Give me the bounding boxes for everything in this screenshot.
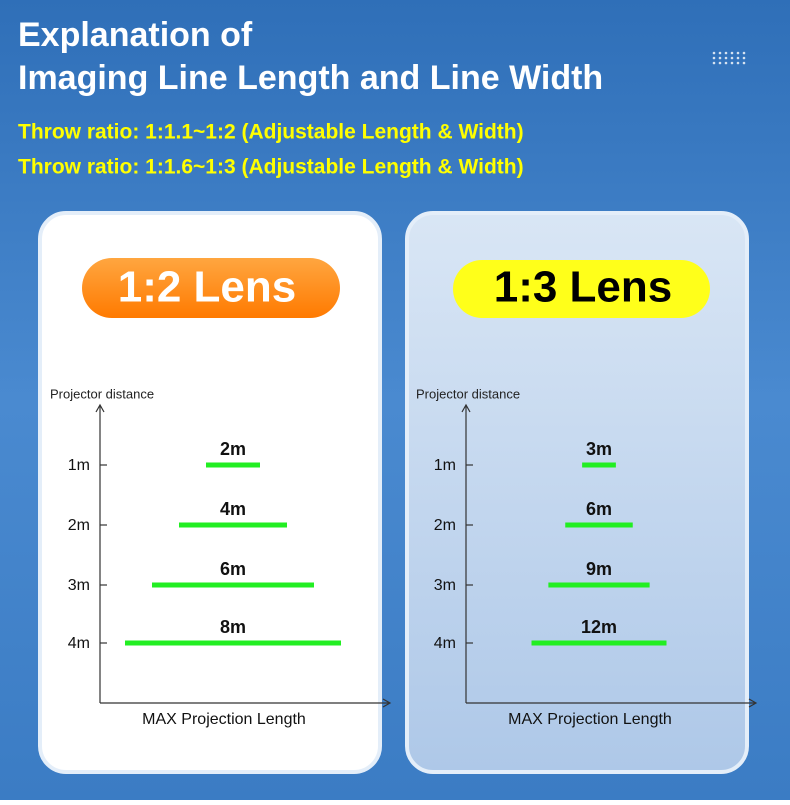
bar: [179, 522, 287, 528]
value-label: 9m: [586, 559, 612, 579]
y-tick-label: 4m: [434, 635, 456, 652]
value-label: 12m: [581, 617, 617, 637]
y-tick-label: 1m: [68, 457, 90, 474]
y-tick-label: 4m: [68, 635, 90, 652]
axis: [461, 403, 471, 703]
subtitle: Throw ratio: 1:1.6~1:3 (Adjustable Lengt…: [18, 156, 524, 179]
subtitle: Throw ratio: 1:1.1~1:2 (Adjustable Lengt…: [18, 121, 524, 144]
title-line: Explanation of: [18, 16, 253, 54]
value-label: 2m: [220, 439, 246, 459]
value-label: 6m: [586, 499, 612, 519]
value-label: 3m: [586, 439, 612, 459]
x-axis-label: MAX Projection Length: [508, 711, 672, 728]
panel: [38, 211, 382, 774]
y-tick-label: 3m: [68, 577, 90, 594]
y-tick-label: 2m: [68, 517, 90, 534]
bar: [531, 640, 667, 646]
value-label: 4m: [220, 499, 246, 519]
y-tick-label: 3m: [434, 577, 456, 594]
y-axis-label: Projector distance: [50, 386, 154, 401]
bar: [582, 462, 616, 468]
title-line: Imaging Line Length and Line Width: [18, 59, 603, 97]
value-label: 8m: [220, 617, 246, 637]
axis: [100, 698, 392, 708]
axis: [466, 698, 758, 708]
lens-badge: [453, 260, 710, 318]
lens-title: 1:3 Lens: [494, 263, 673, 312]
bar: [125, 640, 341, 646]
y-axis-label: Projector distance: [416, 386, 520, 401]
bar: [206, 462, 260, 468]
bar: [548, 582, 650, 588]
y-tick-label: 2m: [434, 517, 456, 534]
x-axis-label: MAX Projection Length: [142, 711, 306, 728]
axis: [95, 403, 105, 703]
dots-decoration: [712, 51, 746, 65]
y-tick-label: 1m: [434, 457, 456, 474]
value-label: 6m: [220, 559, 246, 579]
bar: [152, 582, 314, 588]
bar: [565, 522, 633, 528]
lens-title: 1:2 Lens: [118, 263, 297, 312]
lens-badge: [82, 258, 340, 318]
panel: [405, 211, 749, 774]
